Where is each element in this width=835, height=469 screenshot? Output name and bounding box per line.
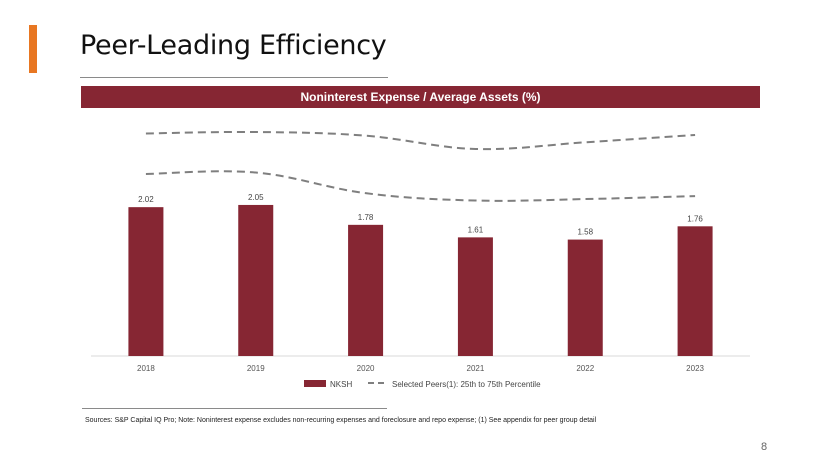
- peer-75th-percentile-line: [145, 130, 696, 151]
- bar-value-label-2020: 1.78: [358, 213, 374, 222]
- x-tick-label-2018: 2018: [137, 364, 155, 373]
- legend-label-nksh: NKSH: [330, 380, 352, 389]
- footnote-divider: [82, 408, 387, 409]
- chart-title-banner: Noninterest Expense / Average Assets (%): [81, 86, 760, 108]
- x-tick-label-2020: 2020: [357, 364, 375, 373]
- x-tick-label-2023: 2023: [686, 364, 704, 373]
- bar-2021: [457, 237, 493, 356]
- x-tick-label-2021: 2021: [467, 364, 485, 373]
- page-title: Peer-Leading Efficiency: [80, 30, 387, 61]
- bar-2022: [567, 239, 603, 356]
- title-accent-bar: [29, 25, 37, 73]
- bar-value-label-2018: 2.02: [138, 195, 154, 204]
- x-tick-labels: 2018 2019 2020 2021 2022 2023: [137, 364, 705, 373]
- footnote: Sources: S&P Capital IQ Pro; Note: Nonin…: [85, 417, 597, 424]
- legend: NKSH Selected Peers(1): 25th to 75th Per…: [304, 380, 541, 389]
- legend-label-peers: Selected Peers(1): 25th to 75th Percenti…: [392, 380, 541, 389]
- legend-swatch-nksh: [304, 380, 326, 387]
- bar-value-labels: 2.02 2.05 1.78 1.61 1.58 1.76: [138, 193, 703, 237]
- page-number: 8: [761, 441, 768, 453]
- bar-value-label-2019: 2.05: [248, 193, 264, 202]
- bar-value-label-2021: 1.61: [468, 225, 484, 234]
- bar-value-label-2022: 1.58: [577, 228, 593, 237]
- bar-2020: [348, 224, 384, 356]
- peer-25th-percentile-line: [145, 170, 696, 202]
- bar-2018: [128, 207, 164, 356]
- bar-value-label-2023: 1.76: [687, 214, 703, 223]
- x-tick-label-2019: 2019: [247, 364, 265, 373]
- bar-2019: [238, 204, 274, 356]
- x-tick-label-2022: 2022: [576, 364, 594, 373]
- nksh-bars: [128, 204, 713, 356]
- bar-2023: [677, 226, 713, 356]
- title-divider: [80, 77, 388, 78]
